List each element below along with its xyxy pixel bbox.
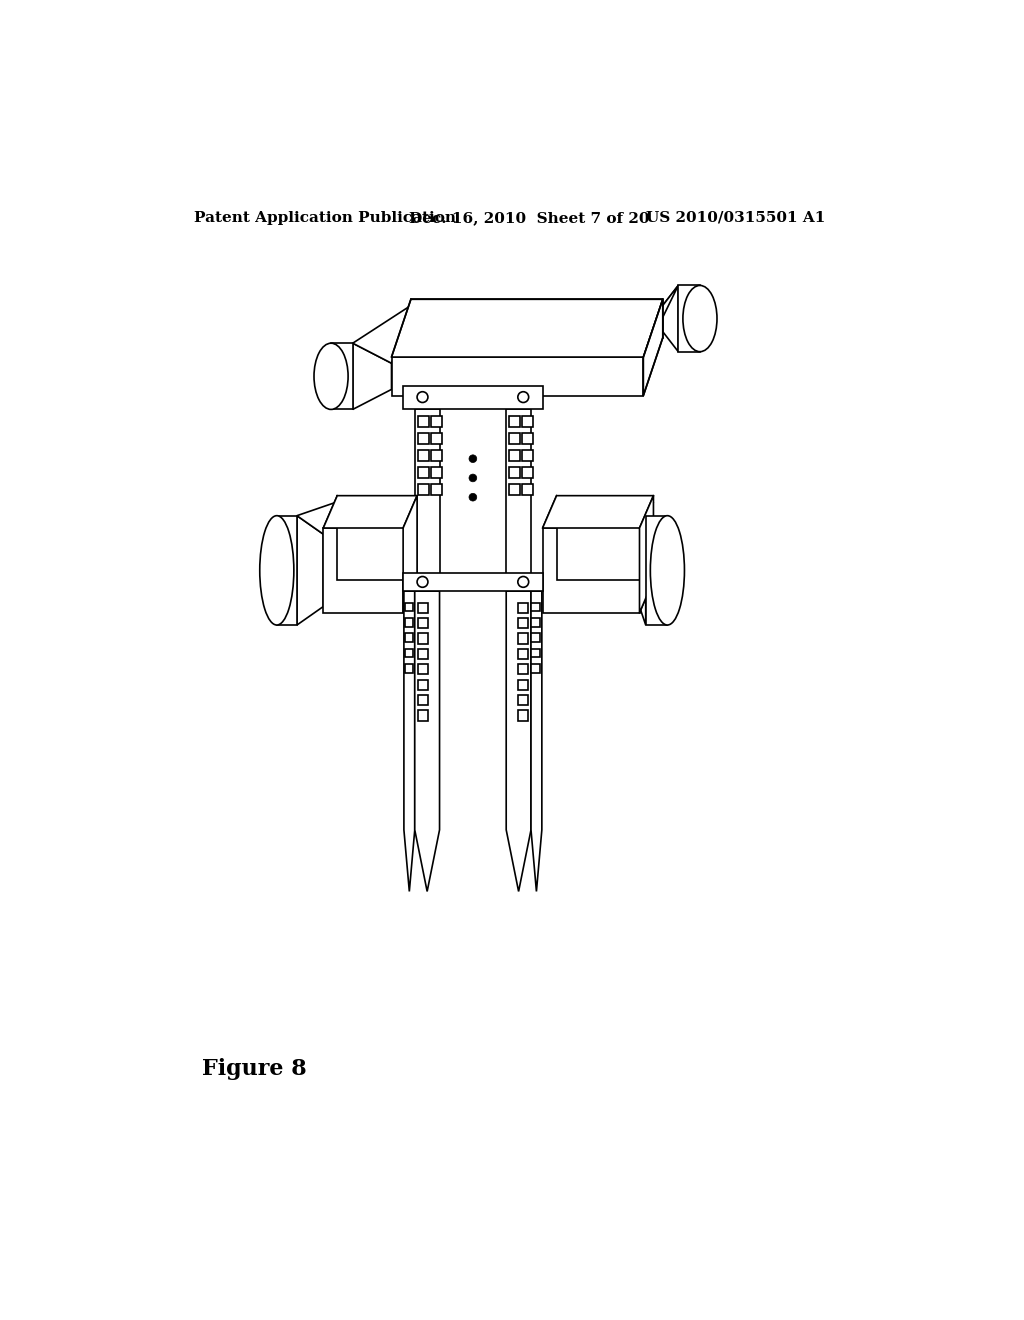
Bar [404,603,414,611]
Circle shape [469,474,477,482]
Bar [531,618,540,627]
Polygon shape [640,502,653,535]
Bar [404,618,414,627]
Bar [337,496,417,581]
Bar [415,409,439,578]
Polygon shape [640,516,646,626]
Bar [418,484,429,495]
Bar [418,416,429,428]
Polygon shape [543,496,653,528]
Bar [531,603,540,611]
Ellipse shape [683,285,717,351]
Bar [646,516,668,626]
Bar [557,496,653,581]
Bar [404,649,414,657]
Circle shape [417,577,428,587]
Bar [418,433,429,444]
Bar [522,484,534,495]
Bar [418,680,428,689]
Bar [518,680,528,689]
Bar [431,484,442,495]
Bar [518,634,528,644]
Ellipse shape [314,343,348,409]
Bar [518,649,528,659]
Bar [509,416,520,428]
Bar [509,467,520,478]
Polygon shape [663,285,678,351]
Bar [431,433,442,444]
Bar [404,634,414,642]
Bar [331,343,352,409]
Text: US 2010/0315501 A1: US 2010/0315501 A1 [646,211,825,224]
Bar [404,664,414,673]
Bar [531,664,540,673]
Bar [431,416,442,428]
Bar [431,450,442,461]
Bar [418,696,428,705]
Polygon shape [643,300,663,396]
Bar [418,634,428,644]
Circle shape [469,494,477,502]
Bar [431,467,442,478]
Bar [522,450,534,461]
Bar [418,467,429,478]
Bar [518,696,528,705]
Bar [531,649,540,657]
Bar [506,409,531,578]
Circle shape [469,455,477,462]
Bar [522,416,534,428]
Bar [522,467,534,478]
Bar [531,634,540,642]
Bar [418,664,428,675]
Bar [418,710,428,721]
Polygon shape [531,591,542,891]
Circle shape [518,392,528,403]
Polygon shape [415,591,439,891]
Bar [403,385,543,409]
Bar [276,516,297,626]
Text: Figure 8: Figure 8 [202,1057,306,1080]
Bar [509,484,520,495]
Bar [518,603,528,612]
Ellipse shape [650,516,684,626]
Bar [418,618,428,628]
Polygon shape [506,591,531,891]
Circle shape [417,392,428,403]
Polygon shape [297,516,324,626]
Polygon shape [297,502,337,535]
Bar [411,300,663,338]
Bar [391,358,643,396]
Polygon shape [352,305,411,363]
Bar [324,528,403,612]
Bar [418,450,429,461]
Circle shape [518,577,528,587]
Bar [403,573,543,591]
Bar [418,649,428,659]
Bar [543,528,640,612]
Polygon shape [403,591,415,891]
Polygon shape [403,496,417,612]
Bar [678,285,700,351]
Polygon shape [643,285,678,358]
Polygon shape [391,300,663,358]
Bar [509,450,520,461]
Bar [518,664,528,675]
Polygon shape [352,343,391,409]
Text: Patent Application Publication: Patent Application Publication [194,211,456,224]
Ellipse shape [260,516,294,626]
Bar [518,618,528,628]
Bar [418,603,428,612]
Bar [509,433,520,444]
Bar [518,710,528,721]
Polygon shape [640,496,653,612]
Polygon shape [324,496,417,528]
Bar [522,433,534,444]
Text: Dec. 16, 2010  Sheet 7 of 20: Dec. 16, 2010 Sheet 7 of 20 [409,211,649,224]
